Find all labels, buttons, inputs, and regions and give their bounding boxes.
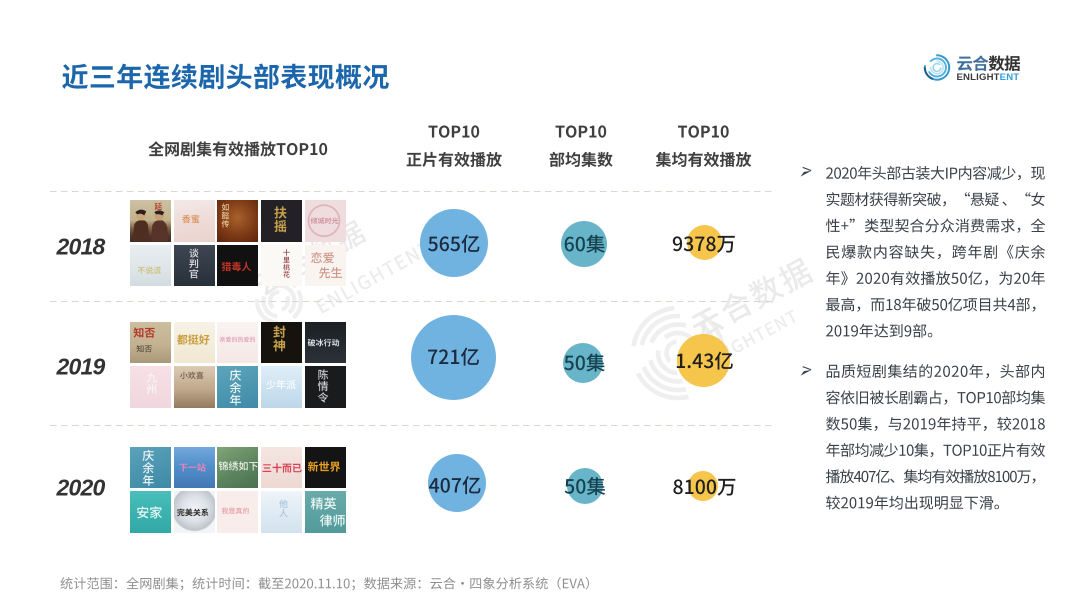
svg-text:2020: 2020: [56, 475, 106, 501]
svg-text:2018: 2018: [56, 234, 106, 260]
svg-text:2019: 2019: [56, 354, 106, 380]
svg-text:ENLIGHTENT: ENLIGHTENT: [957, 72, 1020, 83]
